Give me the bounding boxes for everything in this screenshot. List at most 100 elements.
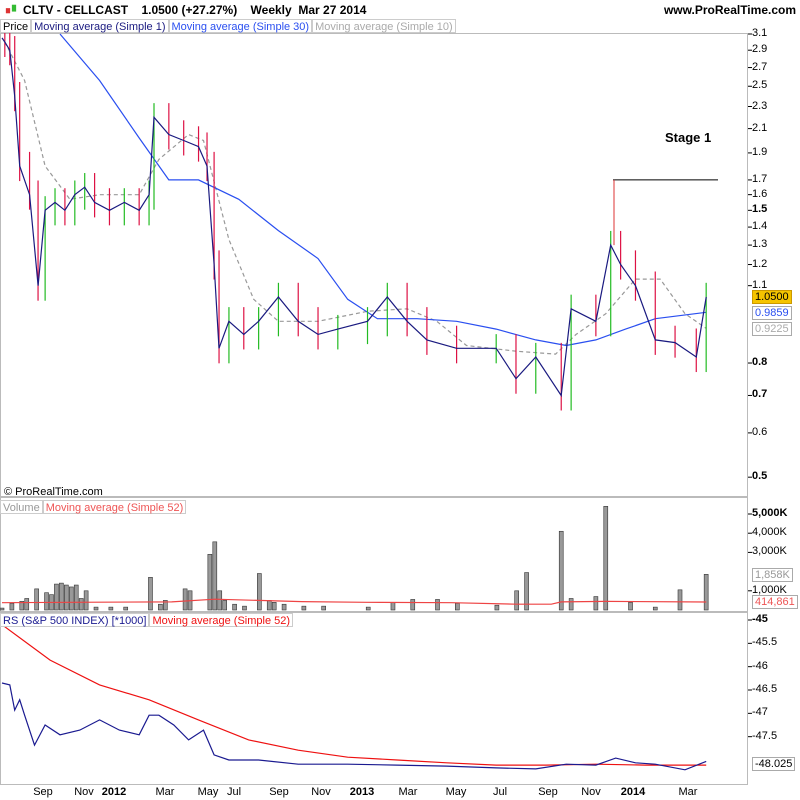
volume-bar [301, 605, 307, 611]
volume-bar [59, 582, 64, 611]
candlestick-logo-icon [5, 4, 17, 14]
rs-last-tag: -48.025 [752, 757, 796, 771]
ma1-line [1, 37, 707, 398]
rs-axis-label: -45 [752, 613, 768, 625]
x-axis-label: Mar [398, 786, 418, 798]
volume-last-tag: 1,858K [752, 568, 793, 582]
date: Mar 27 2014 [298, 3, 367, 17]
volume-bar [163, 600, 168, 611]
rs-legend: RS (S&P 500 INDEX) [*1000] Moving averag… [0, 613, 294, 627]
rs-axis-label: -47.5 [752, 729, 778, 742]
volume-bar [266, 600, 272, 611]
rs-axis-label: -45.5 [752, 636, 778, 649]
volume-bar [652, 606, 658, 611]
legend-rs-ma[interactable]: Moving average (Simple 52) [149, 613, 294, 627]
x-axis-label: Nov [311, 786, 331, 798]
ma30-tag: 0.9859 [752, 306, 792, 320]
x-axis-label: May [197, 786, 219, 798]
symbol: CLTV - CELLCAST [23, 3, 129, 17]
price-axis-label: 2.5 [752, 79, 768, 92]
price-axis-label: 1.9 [752, 145, 768, 158]
price-axis-label: 2.3 [752, 99, 768, 112]
volume-legend: Volume Moving average (Simple 52) [0, 500, 187, 514]
rs-axis-label: -46 [752, 659, 768, 672]
price-axis-label: 2.7 [752, 60, 768, 73]
volume-bar [148, 577, 153, 611]
volume-bar [83, 590, 89, 611]
volume-bar [123, 606, 129, 611]
volume-bar [677, 589, 683, 611]
price-axis-label: 1.2 [752, 257, 768, 270]
x-axis-label: Mar [678, 786, 698, 798]
site-link[interactable]: www.ProRealTime.com [663, 3, 796, 17]
volume-bar [321, 605, 326, 611]
volume-bar [257, 573, 262, 611]
price-axis-label: 1.6 [752, 187, 768, 200]
legend-ma1[interactable]: Moving average (Simple 1) [31, 19, 169, 33]
price-axis-label: 0.8 [752, 356, 768, 369]
x-axis-label: Jul [492, 786, 508, 798]
x-axis-label: Sep [269, 786, 289, 798]
volume-bar [212, 541, 218, 611]
volume-bar [217, 590, 223, 611]
price-axis-label: 0.6 [752, 425, 768, 438]
volume-bar [93, 606, 99, 611]
rs-axis-label: -46.5 [752, 683, 778, 695]
x-axis-label: May [445, 786, 467, 798]
volume-bar [44, 592, 49, 611]
legend-rs[interactable]: RS (S&P 500 INDEX) [*1000] [0, 613, 150, 627]
volume-axis-label: 1,000K [752, 583, 787, 596]
price-axis-label: 2.1 [752, 121, 768, 134]
volume-bar [242, 605, 247, 611]
volume-bar [365, 606, 371, 611]
volume-bar [390, 602, 396, 611]
volume-bar [54, 583, 59, 611]
volume-axis-label: 4,000K [752, 526, 787, 539]
volume-bar [281, 603, 287, 611]
x-axis-label: Nov [581, 786, 601, 798]
legend-volume-ma[interactable]: Moving average (Simple 52) [42, 500, 187, 514]
price-legend: Price Moving average (Simple 1) Moving a… [0, 19, 456, 33]
volume-bar [568, 598, 574, 611]
volume-bar [24, 598, 30, 611]
volume-bar [222, 600, 227, 611]
rs-line [1, 682, 707, 771]
legend-price[interactable]: Price [0, 19, 32, 33]
stage-annotation: Stage 1 [665, 130, 712, 145]
volume-bar [703, 574, 709, 611]
rs-axis-label: -47 [752, 706, 768, 719]
price-axis-label: 1.7 [752, 172, 768, 185]
volume-bar [593, 596, 599, 611]
rs-ma-line [1, 624, 707, 766]
volume-bar [494, 604, 500, 611]
volume-bar [514, 590, 519, 611]
volume-panel-frame [0, 497, 748, 612]
x-axis-label: Sep [538, 786, 558, 798]
ma10-tag: 0.9225 [752, 322, 792, 336]
volume-bar [410, 599, 416, 611]
price-axis-label: 1.1 [752, 278, 768, 291]
copyright: © ProRealTime.com [4, 486, 103, 498]
volume-bar [232, 603, 237, 611]
volume-bar [73, 584, 79, 611]
x-axis-label: Mar [155, 786, 175, 798]
legend-ma30[interactable]: Moving average (Simple 30) [168, 19, 313, 33]
volume-bar [435, 599, 440, 611]
last-price-tag: 1.0500 [752, 290, 792, 304]
volume-bar [0, 607, 5, 611]
price-axis-label: 1.4 [752, 220, 768, 233]
legend-ma10[interactable]: Moving average (Simple 10) [312, 19, 456, 33]
price-axis-label: 1.5 [752, 203, 768, 216]
price-axis-label: 0.7 [752, 388, 768, 401]
ma30-line [59, 33, 707, 347]
quote: 1.0500 (+27.27%) [141, 3, 238, 17]
x-axis-label: Jul [226, 786, 242, 798]
x-axis-label: 2013 [349, 786, 375, 798]
price-axis-label: 1.3 [752, 238, 768, 251]
rs-panel-frame [0, 612, 748, 785]
x-axis-label: 2014 [620, 786, 646, 798]
price-axis-label: 3.1 [752, 27, 768, 39]
volume-bar [603, 506, 609, 611]
legend-volume[interactable]: Volume [0, 500, 43, 514]
volume-bar [68, 586, 74, 611]
